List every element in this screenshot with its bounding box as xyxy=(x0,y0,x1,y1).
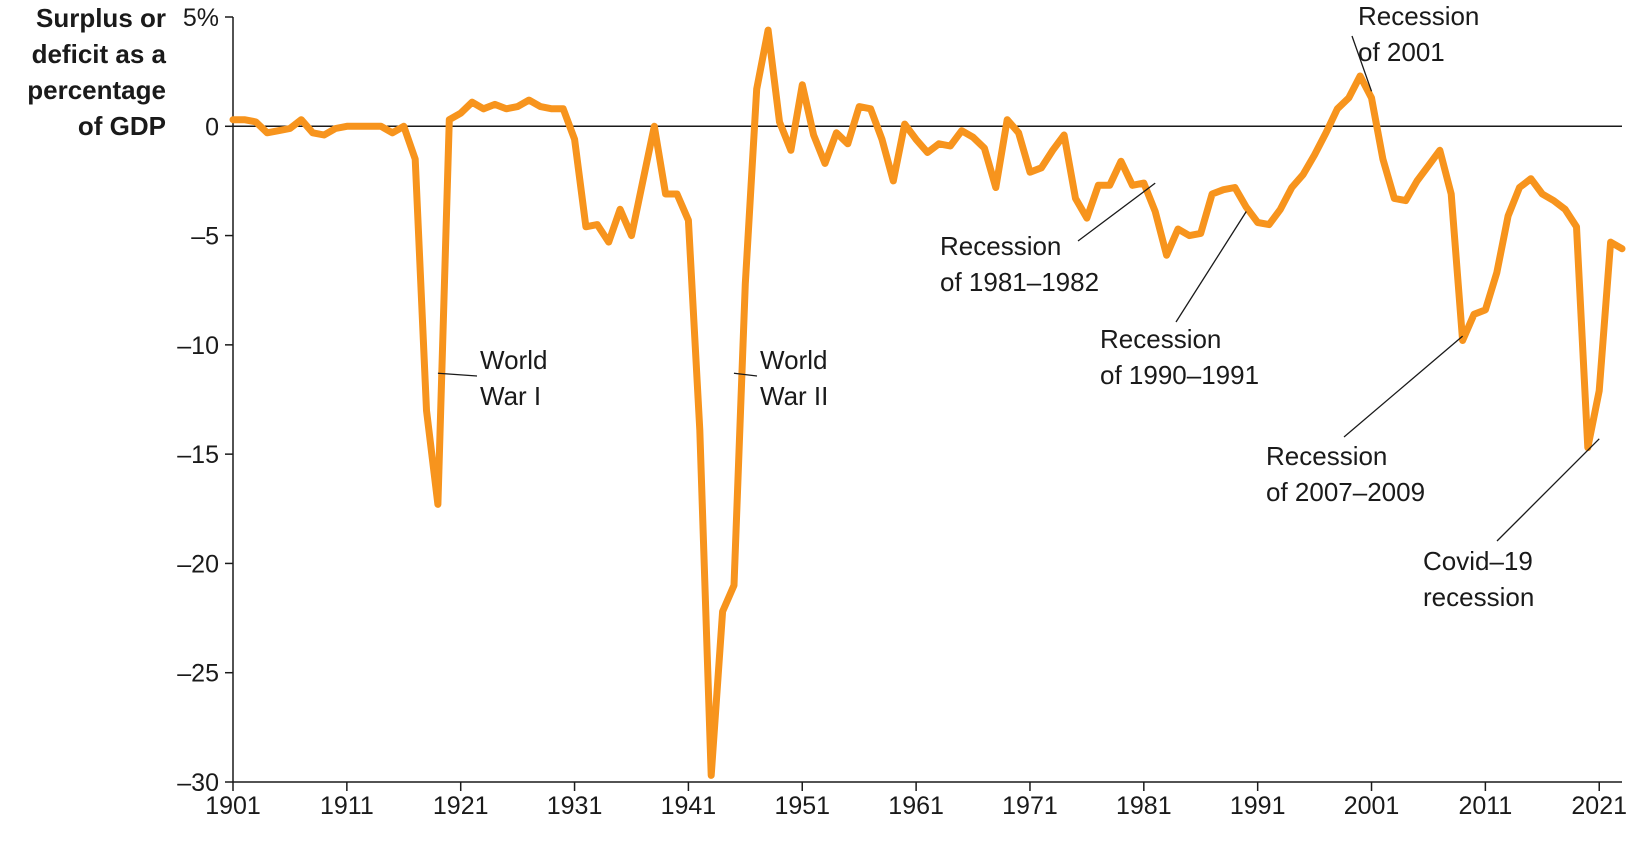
annotation-label-rec1981: of 1981–1982 xyxy=(940,267,1099,297)
x-tick-label: 2001 xyxy=(1344,792,1400,820)
x-tick-label: 1911 xyxy=(320,792,374,820)
x-tick-label: 1901 xyxy=(205,792,261,820)
annotation-leader-ww1 xyxy=(437,372,478,377)
y-tick-label: –20 xyxy=(177,550,219,578)
annotation-label-rec2007: Recession xyxy=(1266,441,1387,471)
y-ticks: 5% 0 –5 –10 –15 –20 –25 –30 xyxy=(177,4,233,797)
annotation-leader-covid xyxy=(1496,438,1600,542)
axes xyxy=(232,17,1622,783)
annotation-label-rec2001: Recession xyxy=(1358,1,1479,31)
annotation-leader-ww2 xyxy=(733,372,758,377)
x-tick-label: 2011 xyxy=(1458,792,1512,820)
x-tick-label: 1931 xyxy=(547,792,603,820)
annotation-label-ww1: War I xyxy=(480,381,541,411)
y-axis-title-line: Surplus or xyxy=(36,3,166,33)
annotation-label-ww2: World xyxy=(760,345,827,375)
series-group xyxy=(229,26,1626,779)
annotation-label-rec2007: of 2007–2009 xyxy=(1266,477,1425,507)
annotation-label-covid: recession xyxy=(1423,582,1534,612)
annotation-leader-rec1990 xyxy=(1175,211,1247,323)
y-tick-label: –30 xyxy=(177,769,219,797)
annotation-label-rec2001: of 2001 xyxy=(1358,37,1445,67)
series-line xyxy=(229,26,1626,779)
annotation-leader-rec2007 xyxy=(1343,335,1464,438)
x-tick-label: 1991 xyxy=(1230,792,1286,820)
annotation-label-rec1990: Recession xyxy=(1100,324,1221,354)
y-tick-label: –15 xyxy=(177,441,219,469)
x-tick-label: 1941 xyxy=(661,792,717,820)
annotation-label-ww2: War II xyxy=(760,381,828,411)
annotation-label-rec1981: Recession xyxy=(940,231,1061,261)
x-tick-label: 1981 xyxy=(1116,792,1172,820)
y-tick-label: 0 xyxy=(205,113,219,141)
annotation-label-rec1990: of 1990–1991 xyxy=(1100,360,1259,390)
x-tick-label: 1951 xyxy=(774,792,830,820)
annotation-leader-rec1981 xyxy=(1077,182,1156,242)
x-tick-label: 1921 xyxy=(433,792,489,820)
y-tick-label: 5% xyxy=(183,4,219,32)
x-tick-label: 2021 xyxy=(1571,792,1627,820)
x-tick-label: 1971 xyxy=(1002,792,1058,820)
x-tick-label: 1961 xyxy=(888,792,944,820)
y-tick-label: –5 xyxy=(191,223,219,251)
y-tick-label: –10 xyxy=(177,332,219,360)
y-axis-title: Surplus or deficit as a percentage of GD… xyxy=(27,3,166,141)
y-axis-title-line: percentage xyxy=(27,75,166,105)
annotation-leader-rec2001 xyxy=(1351,35,1373,92)
annotation-label-covid: Covid–19 xyxy=(1423,546,1533,576)
y-axis-title-line: deficit as a xyxy=(32,39,167,69)
y-tick-label: –25 xyxy=(177,660,219,688)
x-ticks: 1901 1911 1921 1931 1941 1951 1961 1971 1981 1991… xyxy=(205,782,1627,820)
annotation-label-ww1: World xyxy=(480,345,547,375)
y-axis-title-line: of GDP xyxy=(78,111,166,141)
